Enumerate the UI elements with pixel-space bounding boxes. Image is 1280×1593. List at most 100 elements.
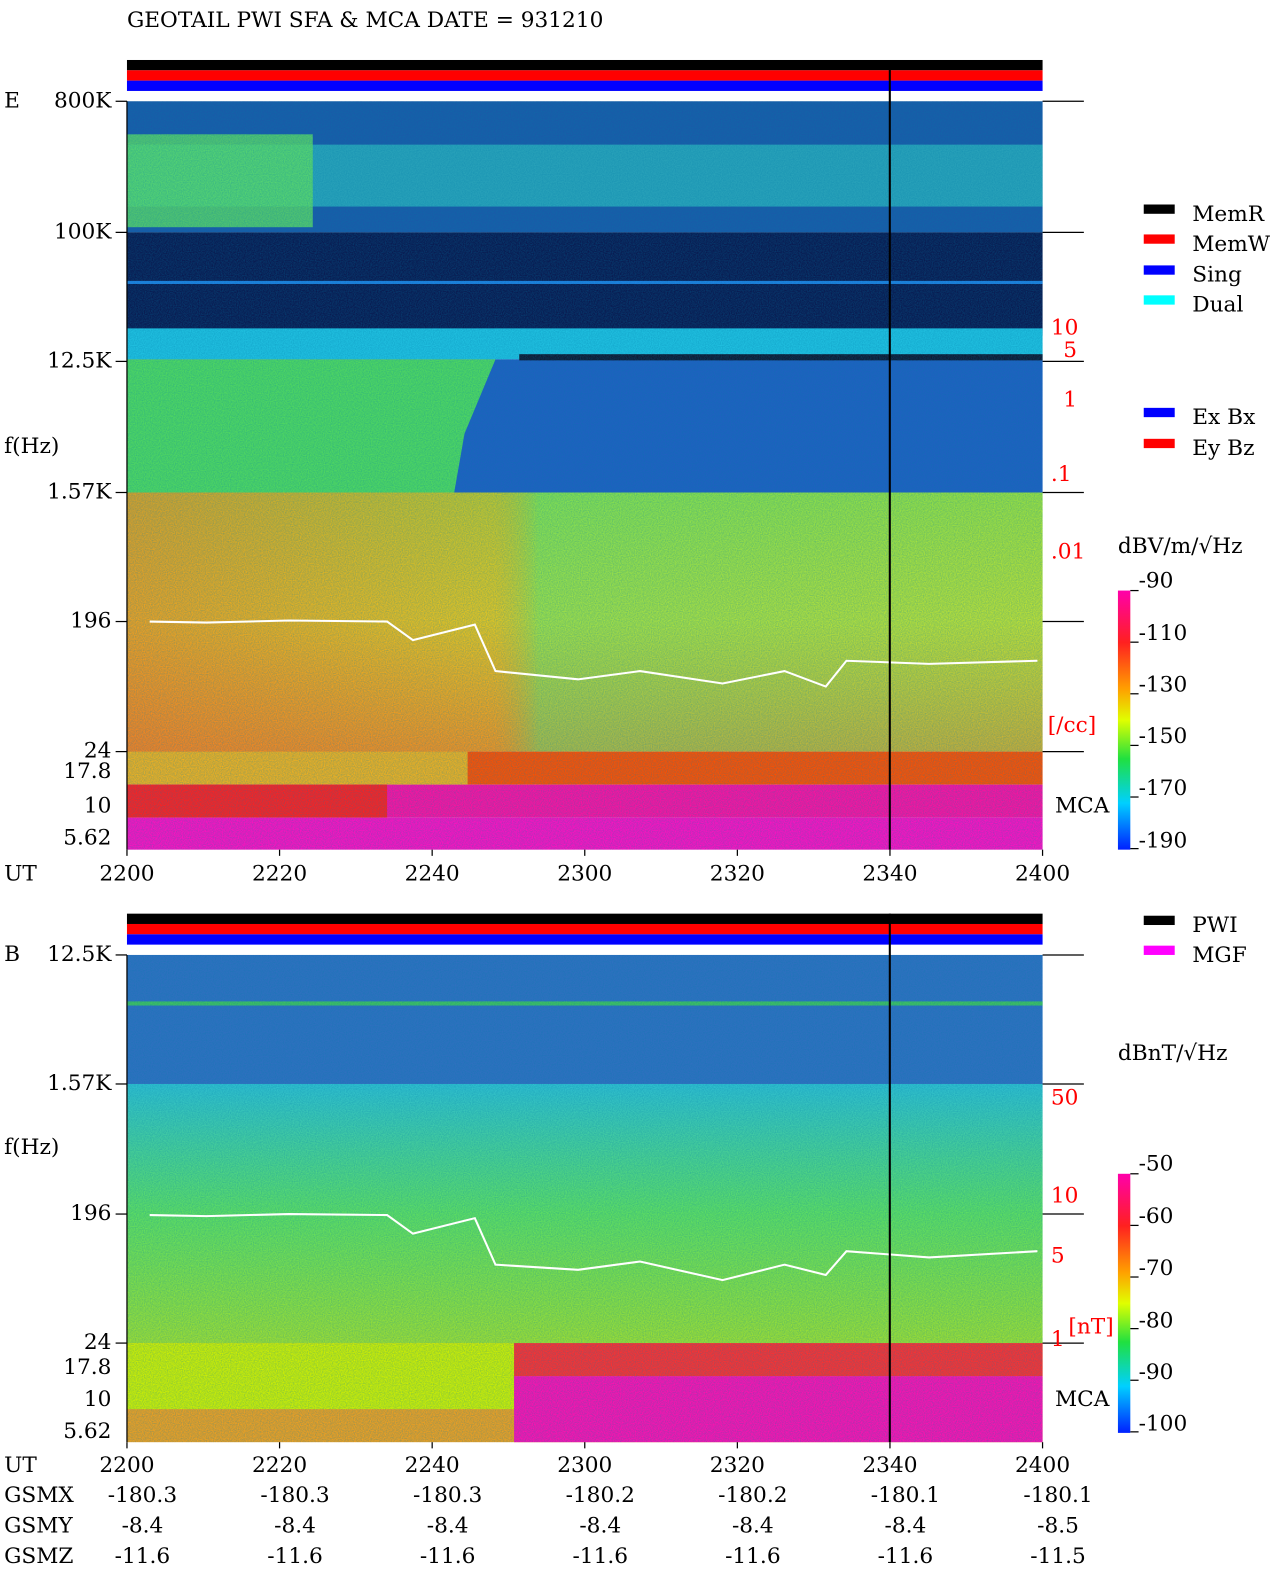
legend-label: Dual [1192, 293, 1243, 318]
time-label: 2300 [557, 1453, 612, 1478]
freq-label: 24 [84, 739, 112, 764]
orbit-label: GSMY [4, 1513, 73, 1538]
colorbar-label: -70 [1139, 1256, 1174, 1281]
colorbar-e [1117, 590, 1131, 850]
time-label: 2240 [405, 1453, 460, 1478]
spectrogram-b [126, 913, 1043, 1443]
colorbar-b [1117, 1173, 1131, 1433]
freq-label: 196 [70, 609, 111, 634]
orbit-label: GSMZ [4, 1544, 73, 1569]
orbit-value: -180.2 [718, 1483, 787, 1508]
freq-label: 800K [54, 88, 112, 113]
freq-label: 1.57K [47, 1071, 112, 1096]
colorbar-unit: dBnT/√Hz [1118, 1041, 1228, 1066]
legend-swatch [1143, 438, 1175, 449]
orbit-value: -8.4 [274, 1513, 316, 1538]
freq-label: 5.62 [63, 1419, 111, 1444]
legend-swatch [1143, 945, 1175, 955]
orbit-value: -11.6 [267, 1544, 323, 1569]
legend-label: Ex Bx [1192, 405, 1255, 430]
colorbar-unit: dBV/m/√Hz [1118, 534, 1243, 559]
density-label: .01 [1051, 539, 1085, 564]
orbit-value: -8.4 [732, 1513, 774, 1538]
time-label: 2220 [252, 861, 307, 886]
freq-axis-label: f(Hz) [4, 1135, 59, 1160]
orbit-value: -8.4 [579, 1513, 621, 1538]
freq-label: 17.8 [63, 759, 111, 784]
legend-swatch [1143, 407, 1175, 418]
orbit-value: -180.1 [871, 1483, 940, 1508]
legend-label: Ey Bz [1192, 436, 1254, 461]
density-label: 1 [1063, 388, 1077, 413]
orbit-value: -11.6 [572, 1544, 628, 1569]
time-axis-label: UT [4, 861, 37, 886]
orbit-value: -11.6 [420, 1544, 476, 1569]
time-label: 2320 [710, 1453, 765, 1478]
time-label: 2340 [862, 1453, 917, 1478]
density-label: 10 [1051, 315, 1079, 340]
colorbar-label: -90 [1139, 1360, 1174, 1385]
legend-swatch [1143, 204, 1175, 214]
density-label: 50 [1051, 1085, 1079, 1110]
legend-label: MGF [1192, 943, 1247, 968]
freq-label: 1.57K [47, 480, 112, 505]
density-label: 10 [1051, 1184, 1079, 1209]
mca-label: MCA [1055, 1387, 1110, 1412]
legend-label: PWI [1192, 913, 1237, 938]
freq-label: 100K [54, 219, 112, 244]
spectrogram-e [126, 59, 1043, 850]
orbit-value: -180.3 [108, 1483, 177, 1508]
legend-swatch [1143, 295, 1175, 305]
time-label: 2340 [862, 861, 917, 886]
orbit-value: -11.6 [878, 1544, 934, 1569]
time-label: 2200 [99, 861, 154, 886]
colorbar-label: -190 [1139, 828, 1188, 853]
orbit-value: -8.5 [1037, 1513, 1079, 1538]
mca-label: MCA [1055, 793, 1110, 818]
legend-swatch [1143, 265, 1175, 275]
legend-label: Sing [1192, 263, 1242, 288]
colorbar-label: -110 [1139, 621, 1188, 646]
freq-label: 12.5K [47, 942, 112, 967]
legend-label: MemR [1192, 202, 1265, 227]
density-label: [/cc] [1048, 713, 1096, 738]
density-label: [nT] [1068, 1315, 1113, 1340]
panel-label: B [4, 942, 20, 967]
orbit-value: -8.4 [427, 1513, 469, 1538]
time-label: 2320 [710, 861, 765, 886]
time-label: 2400 [1015, 861, 1070, 886]
freq-label: 5.62 [63, 825, 111, 850]
density-label: .1 [1051, 462, 1072, 487]
legend-swatch [1143, 915, 1175, 926]
orbit-value: -11.6 [725, 1544, 781, 1569]
colorbar-label: -170 [1139, 776, 1188, 801]
orbit-value: -180.3 [260, 1483, 329, 1508]
freq-label: 12.5K [47, 348, 112, 373]
legend-label: MemW [1192, 232, 1271, 257]
time-label: 2300 [557, 861, 612, 886]
colorbar-label: -130 [1139, 673, 1188, 698]
time-label: 2240 [405, 861, 460, 886]
time-axis-label: UT [4, 1453, 37, 1478]
freq-label: 10 [84, 793, 112, 818]
title: GEOTAIL PWI SFA & MCA DATE = 931210 [127, 8, 603, 33]
orbit-value: -11.6 [115, 1544, 171, 1569]
legend-swatch [1143, 234, 1175, 244]
orbit-value: -11.5 [1030, 1544, 1086, 1569]
freq-label: 10 [84, 1387, 112, 1412]
freq-axis-label: f(Hz) [4, 434, 59, 459]
time-label: 2400 [1015, 1453, 1070, 1478]
colorbar-label: -60 [1139, 1204, 1174, 1229]
orbit-label: GSMX [4, 1483, 74, 1508]
freq-label: 196 [70, 1201, 111, 1226]
colorbar-label: -50 [1139, 1152, 1174, 1177]
time-label: 2200 [99, 1453, 154, 1478]
density-label: 5 [1051, 1243, 1065, 1268]
density-label: 5 [1063, 338, 1077, 363]
orbit-value: -180.3 [413, 1483, 482, 1508]
density-label: 1 [1051, 1327, 1065, 1352]
orbit-value: -8.4 [885, 1513, 927, 1538]
colorbar-label: -90 [1139, 568, 1174, 593]
